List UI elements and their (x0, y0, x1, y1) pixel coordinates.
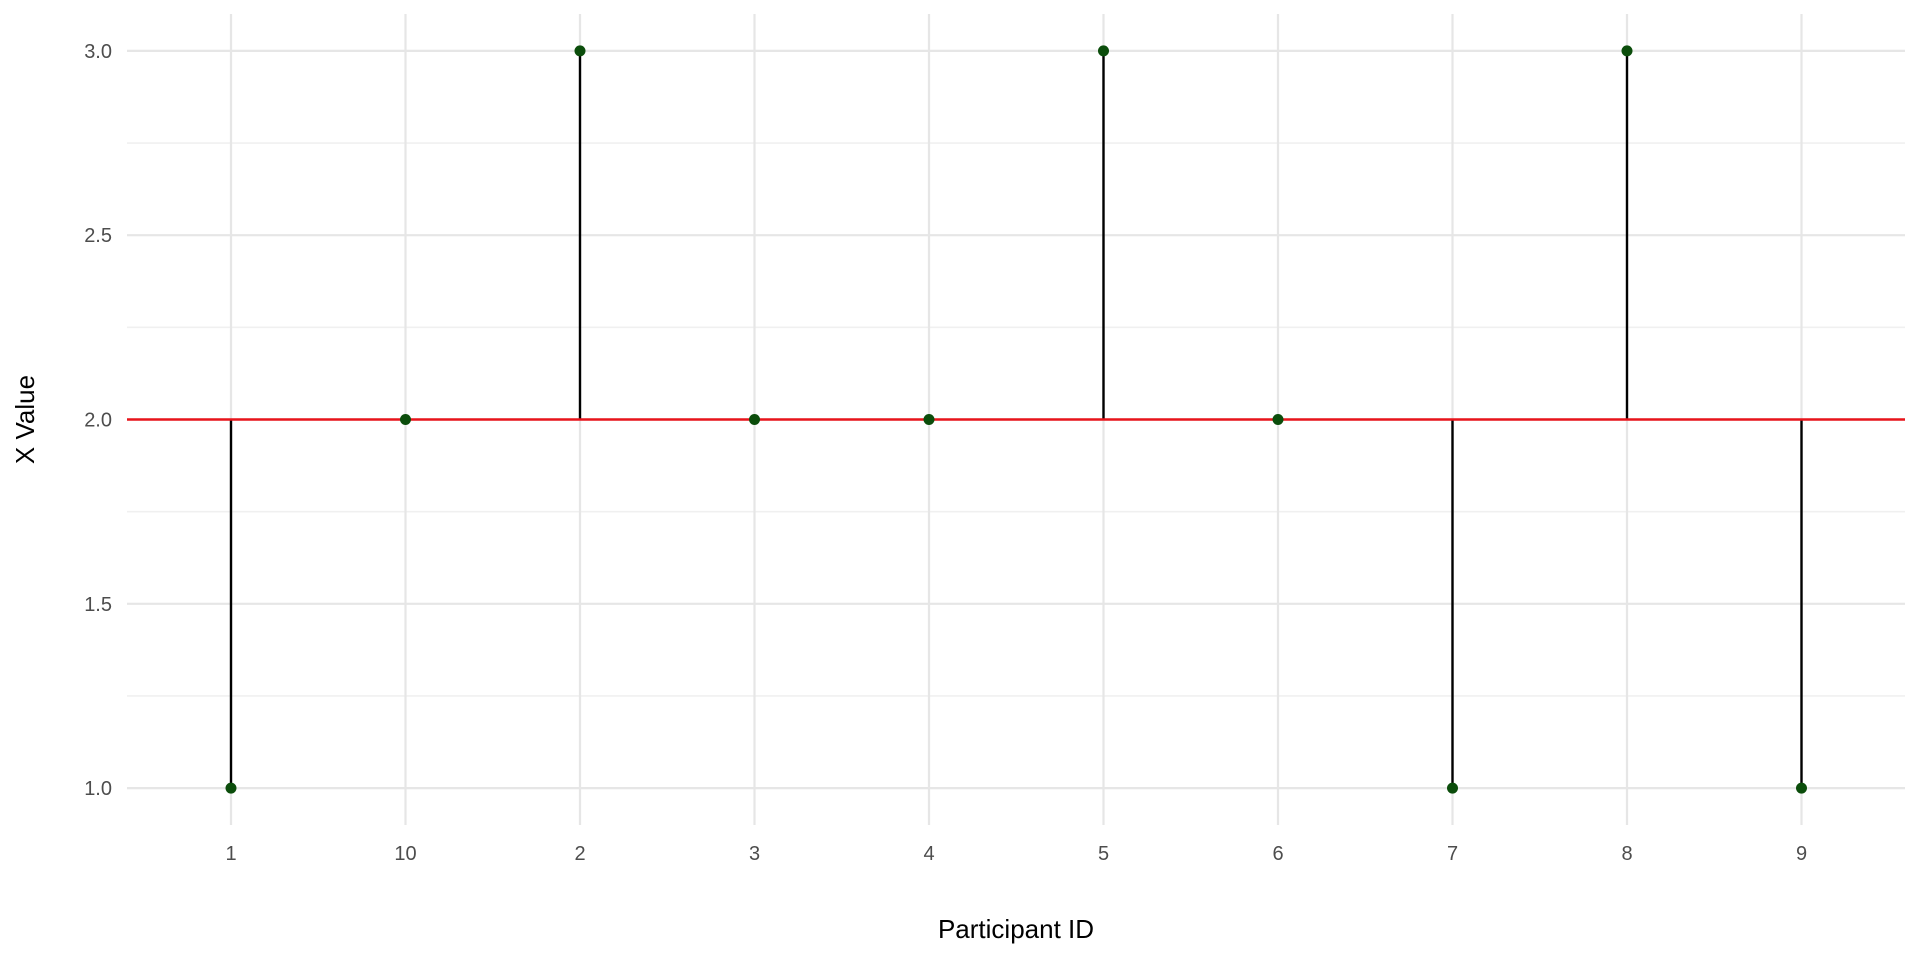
x-tick-label: 8 (1621, 843, 1632, 865)
y-axis-title: X Value (10, 375, 40, 464)
x-tick-labels: 1 10 2 3 4 5 6 7 8 9 (225, 843, 1807, 865)
x-tick-label: 3 (749, 843, 760, 865)
y-tick-label: 1.0 (84, 778, 112, 800)
data-point (400, 414, 411, 425)
y-tick-label: 2.0 (84, 410, 112, 432)
y-tick-label: 3.0 (84, 41, 112, 63)
stems (229, 50, 1803, 789)
data-point (1272, 414, 1284, 425)
x-tick-label: 2 (574, 843, 585, 865)
x-tick-label: 7 (1447, 843, 1458, 865)
x-axis-title: Participant ID (938, 914, 1094, 944)
data-point (225, 782, 237, 794)
x-tick-label: 10 (394, 843, 416, 865)
data-point (1621, 45, 1633, 57)
y-tick-label: 1.5 (84, 594, 112, 616)
data-point (1447, 782, 1458, 794)
y-tick-label: 2.5 (84, 225, 112, 247)
data-point (574, 45, 586, 57)
x-tick-label: 5 (1098, 843, 1109, 865)
x-tick-label: 1 (225, 843, 236, 865)
data-point (923, 414, 935, 425)
data-point (1098, 45, 1109, 57)
x-tick-label: 6 (1272, 843, 1283, 865)
x-tick-label: 4 (923, 843, 934, 865)
x-tick-label: 9 (1796, 843, 1807, 865)
data-point (749, 414, 760, 425)
grid-minor (127, 142, 1905, 697)
points (225, 45, 1807, 794)
y-tick-labels: 1.0 1.5 2.0 2.5 3.0 (84, 41, 112, 800)
data-point (1796, 782, 1807, 794)
